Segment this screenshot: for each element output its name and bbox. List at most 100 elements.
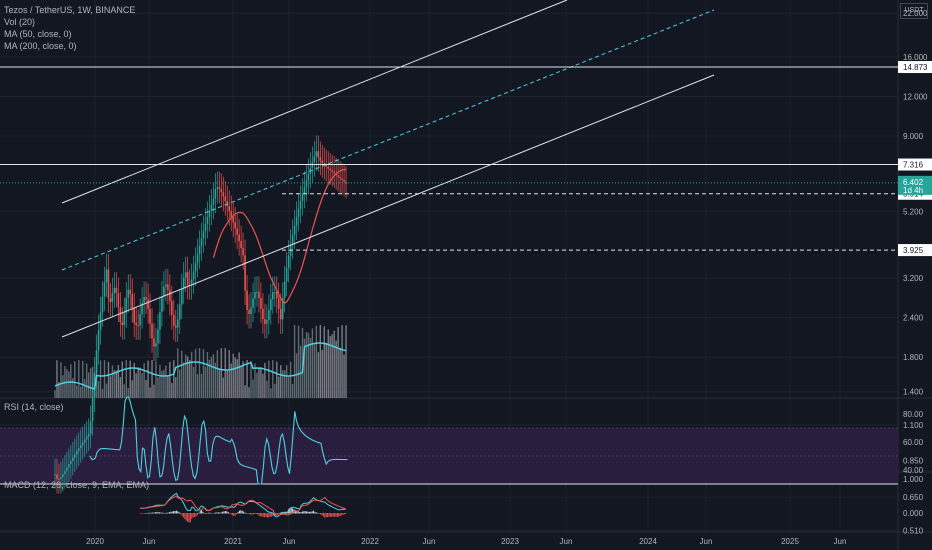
candle-body — [238, 234, 240, 242]
volume-bar — [131, 380, 133, 398]
drawings[interactable] — [0, 0, 898, 338]
macd-histogram-bar — [168, 512, 170, 514]
macd-histogram-bar — [278, 513, 280, 514]
volume-bar — [204, 366, 207, 398]
candle-body — [212, 198, 215, 205]
candle-body — [194, 262, 197, 272]
candle-body — [75, 451, 78, 455]
candle-body — [279, 309, 282, 320]
volume-bar — [268, 360, 270, 398]
ma50-legend[interactable]: MA (50, close, 0) — [4, 29, 72, 39]
volume-bar — [107, 361, 110, 398]
time-tick-label: Jun — [283, 537, 296, 546]
macd-histogram-bar — [143, 513, 145, 514]
volume-bar — [192, 366, 195, 398]
macd-histogram-bar — [191, 513, 193, 519]
macd-histogram-bar — [230, 513, 232, 515]
macd-histogram-bar — [153, 512, 155, 514]
candle-body — [198, 246, 201, 255]
volume-bar — [303, 338, 306, 398]
candle-body — [208, 210, 211, 218]
volume-bar — [206, 352, 209, 398]
macd-histogram-bar — [234, 513, 236, 516]
macd-histogram-bar — [341, 513, 343, 516]
macd-histogram-bar — [264, 513, 266, 517]
macd-histogram-bar — [324, 513, 326, 518]
rsi-tick-label: 40.00 — [903, 466, 924, 475]
macd-histogram-bar — [178, 512, 180, 514]
volume-bar — [200, 373, 203, 398]
candle-body — [153, 338, 155, 347]
candle-body — [141, 302, 143, 315]
vol-legend[interactable]: Vol (20) — [4, 17, 36, 27]
candle-body — [89, 421, 92, 434]
symbol-legend[interactable]: Tezos / TetherUS, 1W, BINANCE — [4, 5, 136, 15]
volume-bar — [242, 361, 244, 398]
candle-body — [66, 467, 68, 471]
candle-body — [240, 241, 242, 249]
ma200-legend[interactable]: MA (200, close, 0) — [4, 41, 77, 51]
macd-histogram-bar — [247, 513, 249, 514]
macd-histogram-bar — [198, 512, 200, 514]
candle-body — [161, 296, 163, 313]
price-tick-label: 1.100 — [903, 421, 924, 430]
macd-histogram-bar — [206, 513, 208, 514]
candle-body — [186, 272, 189, 285]
macd-histogram-bar — [222, 511, 224, 514]
time-axis[interactable]: 2020 Jun 2021 Jun 2022 Jun 2023 Jun 2024 Jun 2025 J… — [86, 537, 846, 546]
macd-histogram-bar — [177, 511, 179, 514]
candle-body — [250, 307, 252, 315]
candle-body — [210, 204, 213, 211]
volume-bar — [222, 377, 224, 398]
volume-bar — [161, 370, 163, 398]
volume-bar — [155, 361, 157, 398]
macd-histogram-bar — [219, 512, 221, 514]
candle-body — [331, 170, 333, 172]
time-tick-label: 2025 — [781, 537, 799, 546]
macd-histogram-bar — [149, 512, 151, 514]
candle-body — [327, 166, 330, 169]
candle-body — [79, 445, 82, 449]
price-tick-label: 0.850 — [903, 456, 924, 465]
candle-body — [246, 290, 248, 310]
macd-line — [139, 492, 346, 518]
candle-body — [236, 228, 238, 235]
volume-bar — [167, 375, 169, 398]
candle-body — [281, 297, 284, 320]
price-axis[interactable]: 22.000 16.000 12.000 9.000 5.200 3.200 2.400 1.… — [903, 9, 928, 550]
volume-bar — [246, 360, 248, 398]
macd-legend[interactable]: MACD (12, 26, close, 9, EMA, EMA) — [4, 480, 150, 490]
macd-histogram-bar — [185, 513, 187, 521]
macd-histogram-bar — [213, 512, 215, 514]
time-tick-label: Jun — [834, 537, 847, 546]
candle-body — [184, 272, 187, 278]
rsi-legend[interactable]: RSI (14, close) — [4, 402, 64, 412]
volume-bar — [295, 353, 298, 398]
macd-histogram-bar — [147, 512, 149, 514]
candle-body — [339, 176, 341, 179]
macd-histogram-bar — [248, 513, 250, 515]
macd-histogram-bar — [210, 513, 212, 514]
candle-body — [180, 289, 183, 305]
candle-body — [291, 234, 294, 245]
volume-bar — [335, 340, 337, 398]
rsi-line — [89, 396, 348, 485]
macd-histogram-bar — [240, 510, 242, 514]
volume-bar — [129, 360, 131, 398]
macd-histogram-bar — [343, 513, 345, 515]
candle-body — [329, 168, 332, 171]
macd-histogram-bar — [331, 513, 333, 517]
volume-bar — [262, 373, 264, 398]
candle-body — [139, 314, 141, 326]
currency-label[interactable]: USDT — [900, 3, 928, 19]
candle-body — [343, 180, 345, 182]
candles[interactable] — [54, 135, 347, 494]
candle-body — [62, 474, 64, 478]
level-price-tag-text: 14.873 — [903, 63, 928, 72]
volume-bar — [327, 329, 329, 398]
volume-bar — [274, 383, 276, 398]
volume-bar — [337, 327, 339, 398]
volume-bar — [252, 379, 254, 398]
candle-body — [155, 343, 157, 347]
